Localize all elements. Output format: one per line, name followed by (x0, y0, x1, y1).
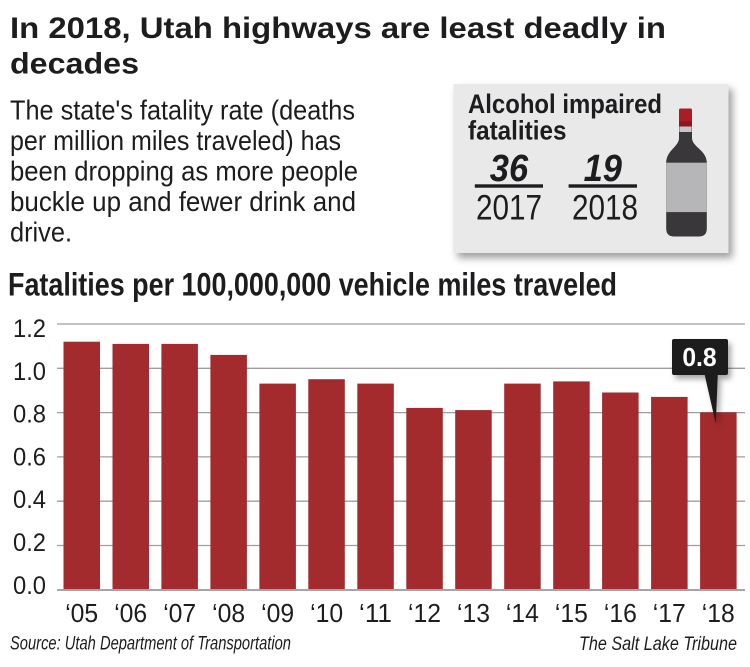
svg-text:0.4: 0.4 (13, 486, 46, 514)
svg-text:0.8: 0.8 (682, 342, 716, 372)
svg-text:‘07: ‘07 (163, 598, 196, 628)
svg-text:The Salt Lake Tribune: The Salt Lake Tribune (579, 634, 737, 655)
svg-text:‘06: ‘06 (114, 598, 147, 628)
svg-text:1.0: 1.0 (13, 358, 46, 386)
svg-text:36: 36 (490, 148, 529, 190)
svg-text:2018: 2018 (572, 188, 638, 227)
svg-text:‘11: ‘11 (359, 598, 392, 628)
svg-text:1.2: 1.2 (13, 315, 46, 343)
svg-text:‘13: ‘13 (457, 598, 490, 628)
svg-text:Alcohol impaired: Alcohol impaired (468, 89, 662, 119)
svg-text:In 2018, Utah highways are lea: In 2018, Utah highways are least deadly … (10, 12, 666, 45)
svg-text:‘18: ‘18 (702, 598, 735, 628)
svg-text:The state's fatality rate (dea: The state's fatality rate (deaths (10, 95, 355, 126)
svg-text:‘12: ‘12 (408, 598, 441, 628)
svg-text:‘16: ‘16 (604, 598, 637, 628)
svg-text:been dropping as more people: been dropping as more people (10, 156, 358, 187)
svg-text:‘09: ‘09 (261, 598, 294, 628)
svg-text:Source: Utah Department of Tra: Source: Utah Department of Transportatio… (10, 634, 291, 655)
svg-text:19: 19 (584, 148, 622, 190)
svg-text:Fatalities per 100,000,000 veh: Fatalities per 100,000,000 vehicle miles… (8, 267, 617, 303)
svg-text:0.0: 0.0 (13, 572, 46, 600)
svg-text:2017: 2017 (476, 188, 542, 227)
svg-text:‘15: ‘15 (555, 598, 588, 628)
svg-text:‘08: ‘08 (212, 598, 245, 628)
svg-text:0.8: 0.8 (13, 401, 46, 429)
svg-text:‘17: ‘17 (653, 598, 686, 628)
svg-text:0.6: 0.6 (13, 443, 46, 471)
svg-text:per million miles traveled) ha: per million miles traveled) has (10, 125, 341, 156)
svg-text:fatalities: fatalities (468, 115, 567, 145)
svg-text:‘05: ‘05 (65, 598, 98, 628)
svg-text:‘14: ‘14 (506, 598, 539, 628)
svg-text:buckle up and fewer drink and: buckle up and fewer drink and (10, 186, 356, 217)
svg-text:‘10: ‘10 (310, 598, 343, 628)
svg-text:drive.: drive. (10, 216, 72, 247)
svg-text:0.2: 0.2 (13, 529, 46, 557)
svg-text:decades: decades (10, 48, 139, 81)
